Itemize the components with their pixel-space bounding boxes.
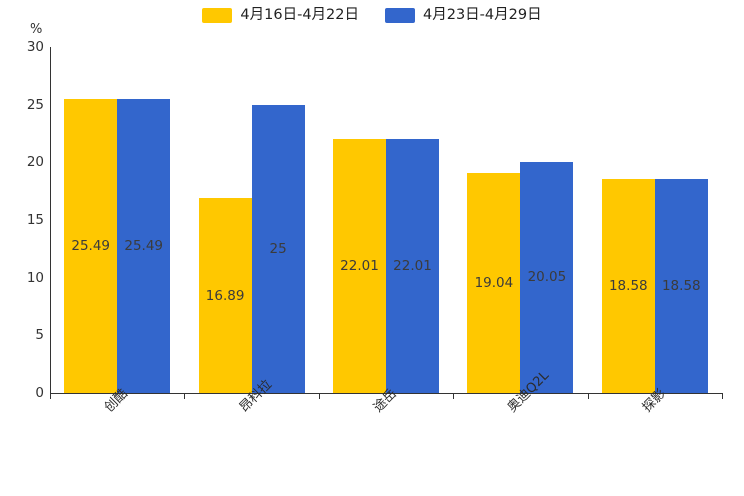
chart-legend: 4月16日-4月22日 4月23日-4月29日: [0, 8, 744, 23]
bar-series-2[interactable]: 22.01: [386, 139, 439, 393]
y-axis-tick-label: 20: [26, 154, 44, 171]
legend-swatch-series-2: [385, 8, 415, 23]
bar-value-label: 18.58: [608, 277, 648, 294]
x-axis-tick-mark: [318, 393, 320, 399]
bar-series-1[interactable]: 19.04: [467, 173, 521, 393]
bar-value-label: 20.05: [527, 269, 567, 286]
y-axis-line: [50, 47, 51, 394]
bar-series-1[interactable]: 22.01: [333, 139, 386, 393]
bars-layer: 25.49 25.49 16.89 25 22.01 22.01 19.04 20.05 18.…: [64, 0, 708, 393]
x-axis-tick-mark: [184, 393, 186, 399]
x-axis-tick-mark: [587, 393, 589, 399]
y-axis-tick-label: 5: [35, 327, 44, 344]
bar-group: 19.04 20.05: [467, 0, 574, 393]
bar-value-label: 16.89: [205, 287, 245, 304]
legend-item-series-1[interactable]: 4月16日-4月22日: [202, 8, 359, 23]
bar-value-label: 25: [269, 240, 287, 257]
bar-group: 18.58 18.58: [601, 0, 708, 393]
bar-series-1[interactable]: 16.89: [198, 198, 252, 393]
x-axis-labels: 创酷 昂科拉 途岳 奥迪Q2L 探影: [0, 368, 744, 488]
bar-group: 16.89 25: [198, 0, 305, 393]
bar-series-2[interactable]: 25: [251, 104, 305, 393]
x-axis-tick-mark: [453, 393, 455, 399]
x-axis-line: [50, 393, 722, 394]
bar-value-label: 18.58: [661, 277, 701, 294]
x-axis-tick-mark: [722, 393, 723, 399]
legend-swatch-series-1: [202, 8, 233, 23]
y-axis-tick-label: 30: [26, 39, 44, 55]
legend-item-series-2[interactable]: 4月23日-4月29日: [385, 8, 542, 23]
legend-label-series-1: 4月16日-4月22日: [240, 7, 359, 23]
y-axis-ticks: 0 5 10 15 20 25 30: [0, 0, 44, 496]
bar-value-label: 25.49: [71, 238, 111, 254]
y-axis-unit-label: %: [30, 22, 43, 37]
bar-series-2[interactable]: 18.58: [654, 178, 708, 393]
y-axis-tick-label: 25: [26, 96, 44, 113]
y-axis-tick-label: 0: [35, 385, 44, 401]
bar-value-label: 22.01: [340, 258, 379, 275]
bar-value-label: 22.01: [393, 258, 432, 275]
bar-series-2[interactable]: 25.49: [117, 99, 171, 393]
bar-value-label: 19.04: [474, 275, 514, 292]
legend-label-series-2: 4月23日-4月29日: [423, 7, 542, 23]
bar-group: 25.49 25.49: [64, 0, 171, 393]
y-axis-tick-label: 15: [26, 212, 44, 228]
y-axis-tick-label: 10: [26, 269, 44, 286]
bar-value-label: 25.49: [124, 238, 164, 254]
bar-series-1[interactable]: 18.58: [601, 178, 655, 393]
bar-group: 22.01 22.01: [333, 0, 439, 393]
bar-series-1[interactable]: 25.49: [64, 99, 118, 393]
x-axis-tick-mark: [50, 393, 51, 399]
bar-series-2[interactable]: 20.05: [520, 161, 574, 393]
